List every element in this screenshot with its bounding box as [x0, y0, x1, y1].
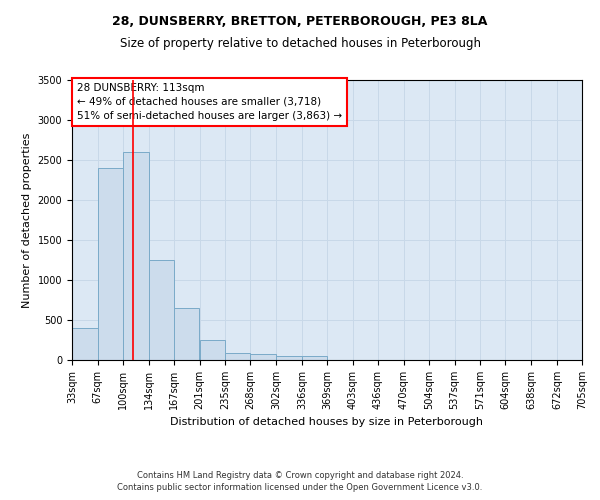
X-axis label: Distribution of detached houses by size in Peterborough: Distribution of detached houses by size …: [170, 418, 484, 428]
Bar: [302, 356, 327, 360]
Bar: [149, 260, 173, 360]
Bar: [123, 152, 149, 360]
Text: 28 DUNSBERRY: 113sqm
← 49% of detached houses are smaller (3,718)
51% of semi-de: 28 DUNSBERRY: 113sqm ← 49% of detached h…: [77, 83, 342, 121]
Text: Size of property relative to detached houses in Peterborough: Size of property relative to detached ho…: [119, 38, 481, 51]
Bar: [173, 308, 199, 360]
Bar: [199, 340, 226, 360]
Text: Contains HM Land Registry data © Crown copyright and database right 2024.: Contains HM Land Registry data © Crown c…: [137, 471, 463, 480]
Bar: [250, 354, 276, 360]
Text: 28, DUNSBERRY, BRETTON, PETERBOROUGH, PE3 8LA: 28, DUNSBERRY, BRETTON, PETERBOROUGH, PE…: [112, 15, 488, 28]
Bar: [72, 328, 98, 360]
Y-axis label: Number of detached properties: Number of detached properties: [22, 132, 32, 308]
Bar: [276, 356, 302, 360]
Bar: [226, 353, 250, 360]
Text: Contains public sector information licensed under the Open Government Licence v3: Contains public sector information licen…: [118, 484, 482, 492]
Bar: [98, 168, 123, 360]
